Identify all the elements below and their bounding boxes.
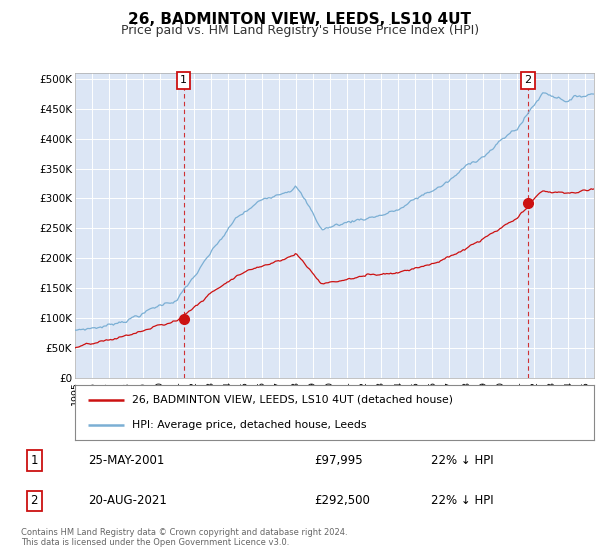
Text: 1: 1 [180,76,187,86]
Text: HPI: Average price, detached house, Leeds: HPI: Average price, detached house, Leed… [132,420,367,430]
Text: 20-AUG-2021: 20-AUG-2021 [88,494,167,507]
Text: Contains HM Land Registry data © Crown copyright and database right 2024.
This d: Contains HM Land Registry data © Crown c… [21,528,347,547]
Text: 25-MAY-2001: 25-MAY-2001 [88,454,164,467]
Text: 22% ↓ HPI: 22% ↓ HPI [431,494,494,507]
Text: Price paid vs. HM Land Registry's House Price Index (HPI): Price paid vs. HM Land Registry's House … [121,24,479,36]
Text: 26, BADMINTON VIEW, LEEDS, LS10 4UT (detached house): 26, BADMINTON VIEW, LEEDS, LS10 4UT (det… [132,395,453,404]
Text: £97,995: £97,995 [314,454,363,467]
Text: 22% ↓ HPI: 22% ↓ HPI [431,454,494,467]
Text: £292,500: £292,500 [314,494,371,507]
Text: 2: 2 [524,76,532,86]
Text: 2: 2 [31,494,38,507]
Text: 1: 1 [31,454,38,467]
Text: 26, BADMINTON VIEW, LEEDS, LS10 4UT: 26, BADMINTON VIEW, LEEDS, LS10 4UT [128,12,472,27]
